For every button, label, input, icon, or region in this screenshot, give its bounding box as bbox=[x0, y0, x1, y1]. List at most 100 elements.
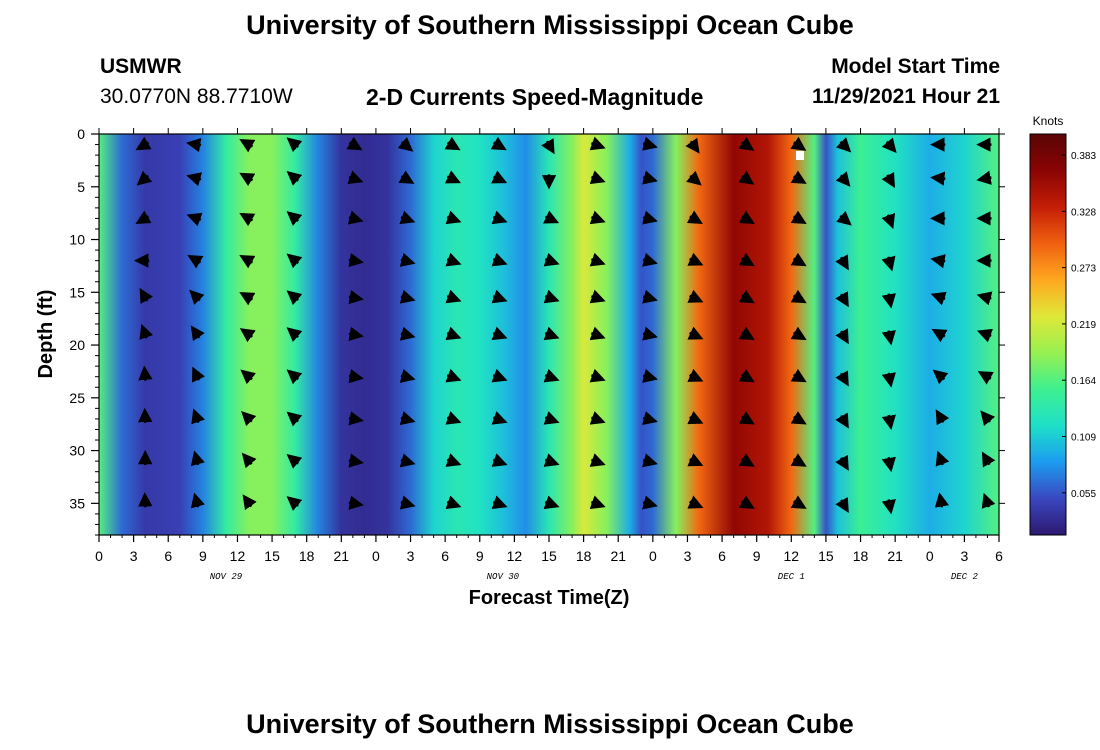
current-arrow bbox=[286, 290, 303, 306]
x-tick-label: 3 bbox=[960, 548, 968, 564]
x-tick-label: 21 bbox=[334, 548, 350, 564]
current-arrow bbox=[881, 293, 896, 309]
current-arrow bbox=[135, 136, 152, 151]
current-arrow bbox=[642, 289, 658, 304]
current-arrow bbox=[981, 451, 996, 468]
current-arrow bbox=[930, 254, 946, 269]
current-arrow bbox=[398, 170, 415, 184]
current-arrow bbox=[790, 495, 807, 509]
current-arrow bbox=[835, 370, 849, 387]
current-arrow bbox=[491, 326, 508, 341]
current-arrow bbox=[738, 368, 755, 383]
current-arrow bbox=[738, 453, 755, 467]
x-tick-label: 0 bbox=[926, 548, 934, 564]
x-tick-label: 0 bbox=[649, 548, 657, 564]
current-arrow bbox=[348, 289, 364, 305]
current-arrow bbox=[976, 170, 992, 185]
current-arrow bbox=[790, 170, 807, 184]
current-arrow bbox=[835, 171, 851, 187]
current-arrow bbox=[185, 137, 202, 153]
current-arrow bbox=[790, 453, 807, 467]
current-arrow bbox=[685, 137, 700, 154]
current-arrow bbox=[930, 291, 947, 306]
current-arrow bbox=[189, 289, 205, 305]
current-arrow bbox=[286, 327, 303, 343]
current-arrow bbox=[642, 210, 658, 225]
current-arrow bbox=[135, 210, 152, 225]
x-tick-label: 9 bbox=[753, 548, 761, 564]
current-arrow bbox=[239, 328, 256, 343]
date-label: NOV 30 bbox=[487, 572, 520, 582]
current-arrow bbox=[881, 137, 897, 154]
x-tick-label: 12 bbox=[230, 548, 246, 564]
current-arrow bbox=[348, 411, 364, 426]
current-arrow bbox=[642, 170, 658, 185]
current-arrow bbox=[835, 291, 849, 308]
current-arrow bbox=[190, 325, 205, 342]
current-arrow bbox=[790, 289, 807, 304]
current-arrow bbox=[738, 136, 755, 151]
colorbar bbox=[1029, 133, 1067, 536]
current-arrow bbox=[881, 171, 896, 189]
current-arrow bbox=[399, 368, 416, 383]
model-start-value: 11/29/2021 Hour 21 bbox=[812, 85, 1000, 108]
colorbar-tick-label: 0.383 bbox=[1071, 151, 1096, 162]
current-arrow bbox=[241, 411, 257, 427]
current-arrow bbox=[186, 212, 203, 227]
current-arrow bbox=[347, 210, 364, 225]
colorbar-tick-label: 0.164 bbox=[1071, 376, 1096, 387]
station-name: USMWR bbox=[100, 55, 182, 78]
current-arrow bbox=[543, 411, 560, 425]
colorbar-tick-label: 0.109 bbox=[1071, 433, 1096, 444]
current-arrow bbox=[738, 326, 755, 341]
current-arrow bbox=[239, 292, 256, 306]
y-tick-label: 10 bbox=[69, 232, 85, 248]
x-tick-label: 6 bbox=[441, 548, 449, 564]
current-arrow bbox=[444, 136, 461, 151]
current-arrow bbox=[543, 326, 560, 341]
current-arrow bbox=[399, 453, 416, 468]
marker-white-square bbox=[796, 151, 804, 160]
current-arrow bbox=[790, 411, 807, 425]
x-tick-label: 15 bbox=[541, 548, 557, 564]
current-arrow bbox=[934, 492, 949, 508]
current-arrow bbox=[589, 170, 606, 185]
date-label: DEC 2 bbox=[951, 572, 979, 582]
current-arrow bbox=[836, 210, 852, 226]
y-tick-label: 35 bbox=[69, 495, 85, 511]
x-tick-label: 15 bbox=[264, 548, 280, 564]
current-arrow bbox=[980, 410, 996, 427]
current-vectors bbox=[133, 136, 996, 515]
current-arrow bbox=[139, 323, 153, 340]
current-arrow bbox=[286, 369, 303, 385]
current-arrow bbox=[687, 252, 704, 266]
current-arrow bbox=[686, 210, 703, 225]
current-arrow bbox=[930, 171, 946, 186]
current-arrow bbox=[881, 498, 896, 515]
y-tick-label: 15 bbox=[69, 284, 85, 300]
current-arrow bbox=[976, 291, 993, 306]
current-arrow bbox=[642, 453, 658, 468]
current-arrow bbox=[932, 369, 949, 385]
current-arrow bbox=[589, 495, 606, 510]
current-arrow bbox=[738, 411, 755, 425]
current-arrow bbox=[346, 136, 363, 151]
current-arrow bbox=[738, 210, 755, 225]
x-tick-label: 3 bbox=[684, 548, 692, 564]
colorbar-tick-label: 0.055 bbox=[1071, 489, 1096, 500]
current-arrow bbox=[136, 170, 153, 186]
current-arrow bbox=[491, 411, 508, 425]
x-tick-label: 18 bbox=[576, 548, 592, 564]
current-arrow bbox=[935, 450, 950, 467]
x-tick-label: 21 bbox=[887, 548, 903, 564]
date-label: DEC 1 bbox=[778, 572, 805, 582]
current-arrow bbox=[286, 453, 303, 469]
current-arrow bbox=[445, 210, 462, 225]
current-arrow bbox=[835, 137, 852, 153]
x-tick-label: 3 bbox=[130, 548, 138, 564]
current-arrow bbox=[687, 368, 704, 382]
current-arrow bbox=[543, 289, 560, 304]
current-arrow bbox=[881, 372, 896, 388]
y-tick-label: 25 bbox=[69, 390, 85, 406]
current-arrow bbox=[687, 411, 704, 425]
